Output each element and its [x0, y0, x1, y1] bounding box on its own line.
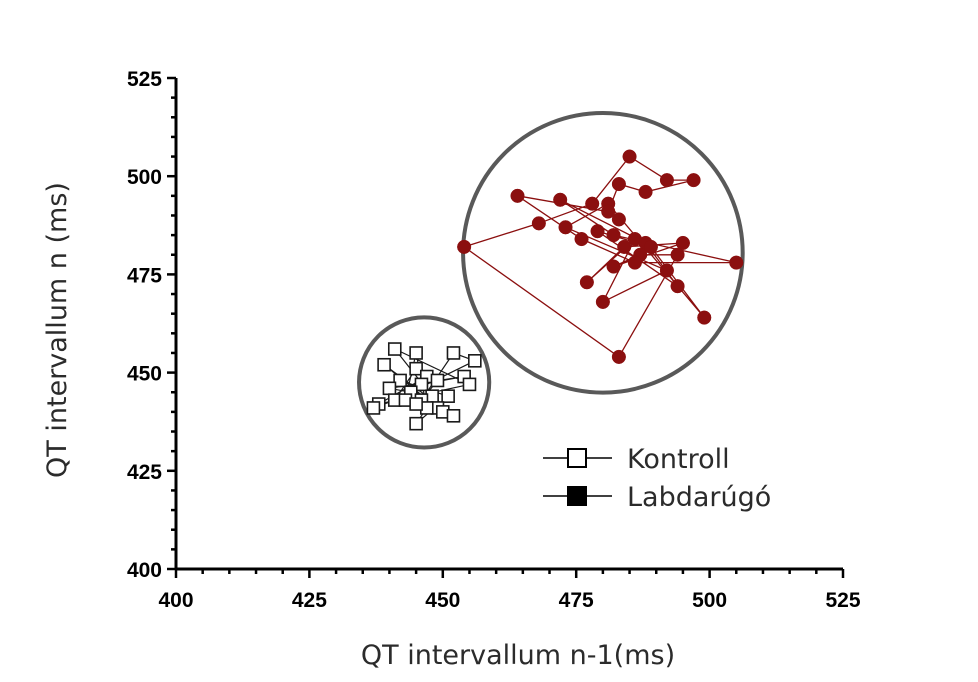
labdarugo-point	[601, 204, 616, 219]
labdarugo-point	[574, 231, 589, 247]
labdarugo-point	[585, 196, 600, 211]
labdarugo-point	[531, 216, 546, 231]
y-axis-title: QT intervallum n (ms)	[42, 182, 73, 478]
x-tick-label-400: 400	[158, 589, 193, 612]
kontroll-point	[377, 357, 391, 372]
labdarugo-point	[643, 239, 658, 254]
labdarugo-point	[558, 220, 573, 235]
labdarugo-point	[579, 275, 594, 290]
labdarugo-point	[611, 349, 626, 364]
kontroll-point	[393, 373, 407, 388]
labdarugo-cluster-circle	[461, 110, 745, 395]
labdarugo-point	[457, 239, 472, 254]
kontroll-point	[468, 354, 482, 368]
y-tick-label-500: 500	[127, 166, 162, 189]
x-tick-label-525: 525	[825, 589, 860, 612]
kontroll-point	[430, 373, 445, 388]
kontroll-point	[409, 397, 423, 411]
labdarugo-point	[595, 294, 610, 309]
labdarugo-point	[627, 255, 642, 270]
legend-marker-kontroll	[567, 448, 587, 468]
labdarugo-point	[659, 263, 674, 278]
labdarugo-point	[697, 310, 712, 325]
labdarugo-point	[675, 235, 690, 251]
labdarugo-point	[638, 184, 653, 199]
legend-label-labdarugo: Labdarúgó	[627, 482, 771, 513]
kontroll-point	[462, 377, 477, 392]
labdarugo-point	[622, 149, 637, 164]
axes	[174, 78, 843, 571]
kontroll-point	[366, 401, 381, 415]
y-tick-label-475: 475	[127, 264, 162, 287]
kontroll-cluster-circle	[357, 315, 492, 450]
labdarugo-point	[590, 224, 605, 239]
labdarugo-point	[659, 173, 674, 188]
kontroll-point	[446, 346, 461, 360]
labdarugo-point	[670, 279, 685, 294]
kontroll-point	[446, 409, 461, 423]
y-tick-label-425: 425	[127, 461, 162, 484]
labdarugo-point	[510, 188, 525, 203]
labdarugo-point	[611, 212, 626, 227]
x-tick-label-450: 450	[425, 589, 460, 612]
x-tick-label-425: 425	[292, 589, 327, 612]
y-tick-label-450: 450	[127, 363, 162, 386]
labdarugo-point	[606, 259, 621, 274]
labdarugo-point	[686, 173, 701, 188]
kontroll-point	[441, 389, 455, 403]
legend-label-kontroll: Kontroll	[627, 444, 730, 475]
labdarugo-point	[553, 192, 568, 207]
legend-marker-labdarugo	[567, 486, 587, 506]
kontroll-point	[409, 361, 423, 376]
labdarugo-point	[606, 228, 621, 243]
labdarugo-point	[617, 239, 632, 254]
kontroll-point	[414, 377, 429, 392]
x-axis-title: QT intervallum n-1(ms)	[361, 640, 675, 671]
x-tick-label-500: 500	[692, 589, 727, 612]
kontroll-point	[387, 342, 402, 356]
data-points	[366, 149, 744, 431]
y-tick-label-400: 400	[127, 559, 162, 582]
labdarugo-point	[729, 255, 744, 270]
legend: Kontroll Labdarúgó	[543, 444, 771, 513]
x-tick-label-475: 475	[559, 589, 594, 612]
kontroll-point	[382, 381, 397, 396]
labdarugo-point	[670, 247, 685, 262]
labdarugo-point	[611, 177, 626, 192]
kontroll-point	[409, 346, 423, 360]
kontroll-point	[409, 416, 423, 431]
axis-ticks	[167, 76, 845, 578]
y-tick-label-525: 525	[127, 68, 162, 91]
